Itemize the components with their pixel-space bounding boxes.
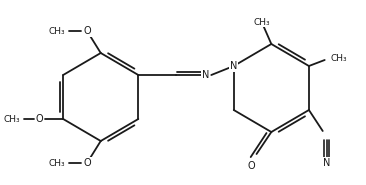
Text: CH₃: CH₃ (49, 159, 65, 167)
Text: N: N (230, 61, 238, 71)
Text: CH₃: CH₃ (253, 18, 270, 26)
Text: O: O (83, 158, 91, 168)
Text: CH₃: CH₃ (49, 26, 65, 36)
Text: O: O (248, 161, 255, 171)
Text: CH₃: CH₃ (3, 115, 20, 124)
Text: N: N (323, 158, 330, 168)
Text: O: O (83, 26, 91, 36)
Text: CH₃: CH₃ (330, 53, 347, 63)
Text: N: N (202, 70, 209, 80)
Text: O: O (36, 114, 43, 124)
